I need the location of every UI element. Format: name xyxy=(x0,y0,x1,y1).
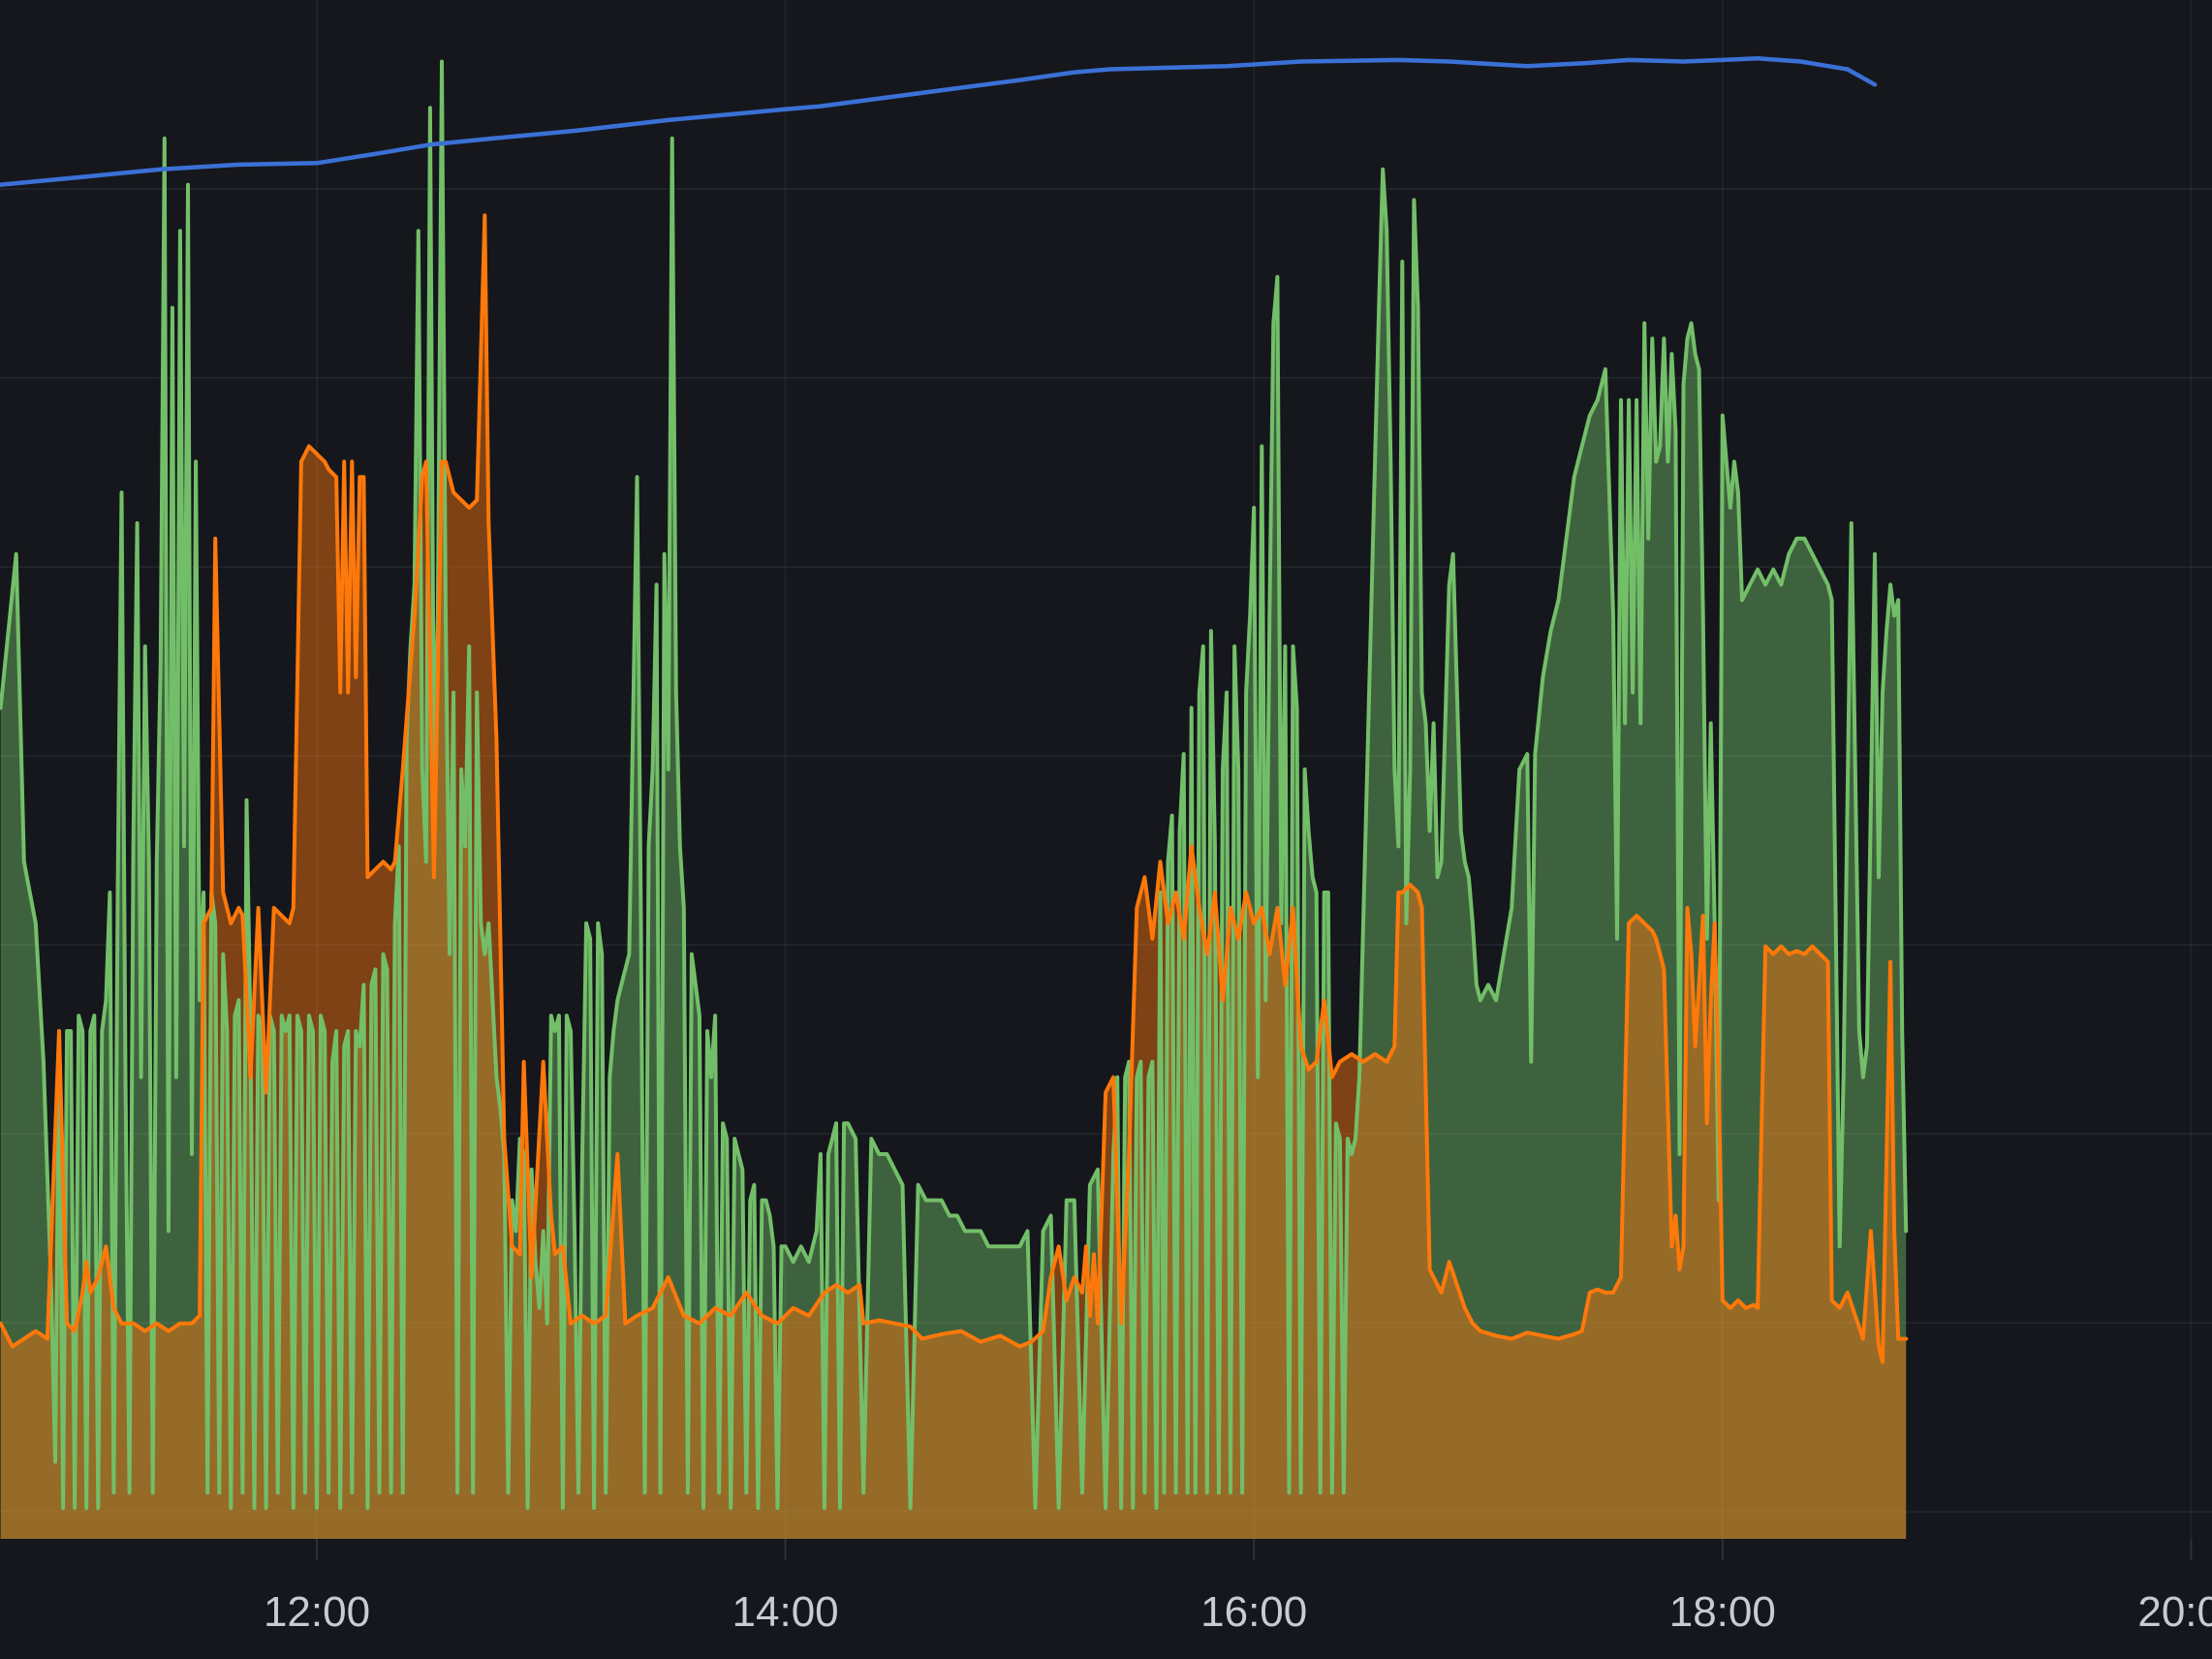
series-green-line xyxy=(0,59,1909,1511)
x-axis-tick-label: 18:00 xyxy=(1669,1588,1776,1636)
series-blue-line xyxy=(0,56,1878,187)
series-orange-fill xyxy=(0,215,1907,1539)
x-axis-tick-label: 20:00 xyxy=(2137,1588,2212,1636)
x-axis-tick-label: 14:00 xyxy=(732,1588,839,1636)
series-green-fill xyxy=(0,61,1907,1539)
x-axis-tick-label: 16:00 xyxy=(1200,1588,1307,1636)
x-axis-tick-label: 12:00 xyxy=(264,1588,370,1636)
series-orange-line xyxy=(0,213,1909,1364)
